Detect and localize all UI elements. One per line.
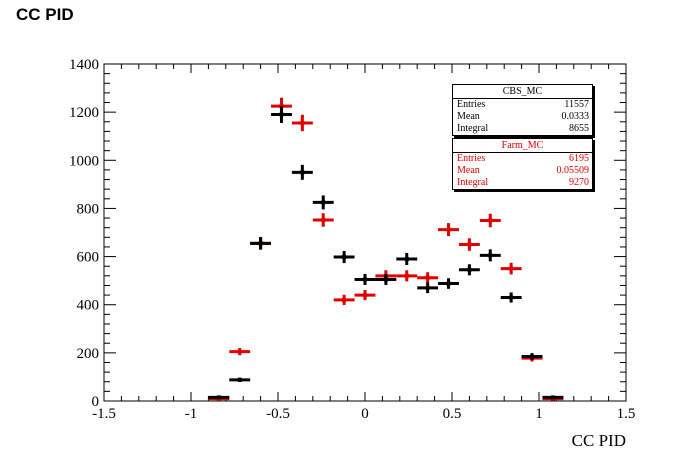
stats-label: Mean bbox=[457, 111, 480, 122]
data-point bbox=[417, 272, 439, 284]
stats-box-title: Farm_MC bbox=[453, 139, 592, 153]
marker bbox=[550, 395, 555, 400]
data-point bbox=[500, 262, 522, 275]
stats-value: 6195 bbox=[569, 153, 589, 164]
marker bbox=[237, 349, 242, 354]
chart-axes: -1.5 -1 -0.5 0 0.5 1 1.5 0 200 400 600 800 1000 1200 1… bbox=[69, 57, 635, 422]
marker bbox=[363, 293, 367, 298]
marker bbox=[321, 217, 326, 222]
data-point bbox=[291, 164, 313, 180]
stats-value: 11557 bbox=[564, 99, 589, 110]
data-point bbox=[375, 273, 397, 285]
data-point bbox=[417, 282, 439, 294]
x-tick-label: -1.5 bbox=[92, 406, 116, 422]
data-point bbox=[354, 273, 376, 285]
marker bbox=[258, 241, 263, 246]
marker bbox=[467, 242, 472, 247]
data-point bbox=[333, 294, 355, 305]
stats-label: Mean bbox=[457, 165, 480, 176]
stats-box-title: CBS_MC bbox=[453, 85, 592, 99]
data-point bbox=[479, 249, 501, 262]
y-tick-label: 400 bbox=[77, 298, 100, 314]
data-point bbox=[333, 251, 355, 264]
data-point bbox=[479, 213, 501, 228]
stats-row-integral: Integral 8655 bbox=[453, 123, 592, 135]
data-point bbox=[500, 292, 522, 303]
stats-label: Entries bbox=[457, 99, 486, 110]
marker bbox=[488, 253, 493, 258]
stats-row-entries: Entries 11557 bbox=[453, 99, 592, 111]
stats-row-entries: Entries 6195 bbox=[453, 153, 592, 165]
data-point bbox=[312, 195, 334, 210]
marker bbox=[363, 277, 367, 282]
data-point bbox=[438, 223, 459, 237]
marker bbox=[383, 277, 388, 282]
stats-box-cbs: CBS_MC Entries 11557 Mean 0.0333 Integra… bbox=[452, 84, 593, 136]
data-point bbox=[458, 238, 480, 251]
stats-row-integral: Integral 9270 bbox=[453, 177, 592, 189]
data-point bbox=[396, 252, 418, 265]
marker bbox=[321, 200, 326, 205]
marker bbox=[467, 267, 472, 272]
marker bbox=[530, 354, 535, 359]
stats-box-farm: Farm_MC Entries 6195 Mean 0.05509 Integr… bbox=[452, 138, 593, 190]
marker bbox=[404, 256, 409, 261]
data-point bbox=[291, 114, 313, 132]
stats-value: 9270 bbox=[569, 177, 589, 188]
stats-value: 0.0333 bbox=[561, 111, 590, 122]
marker bbox=[509, 266, 514, 271]
marker bbox=[342, 255, 347, 260]
data-point bbox=[354, 290, 376, 301]
x-tick-label: 0 bbox=[361, 406, 369, 422]
y-tick-label: 1400 bbox=[69, 57, 99, 73]
y-tick-label: 600 bbox=[77, 250, 100, 266]
data-point bbox=[271, 106, 292, 123]
marker bbox=[488, 218, 493, 223]
data-point bbox=[438, 278, 459, 289]
marker bbox=[216, 395, 221, 400]
y-tick-label: 1200 bbox=[69, 105, 99, 121]
stats-row-mean: Mean 0.0333 bbox=[453, 111, 592, 123]
stats-row-mean: Mean 0.05509 bbox=[453, 165, 592, 177]
data-point bbox=[229, 377, 251, 382]
marker bbox=[446, 227, 451, 232]
stats-label: Entries bbox=[457, 153, 486, 164]
x-axis-label: CC PID bbox=[572, 431, 626, 450]
y-tick-label: 1000 bbox=[69, 153, 99, 169]
x-tick-label: 1 bbox=[535, 406, 543, 422]
stats-value: 0.05509 bbox=[556, 165, 590, 176]
y-tick-label: 800 bbox=[77, 201, 100, 217]
data-point bbox=[458, 264, 480, 276]
stats-label: Integral bbox=[457, 177, 489, 188]
marker bbox=[342, 297, 347, 302]
data-point bbox=[521, 353, 543, 360]
marker bbox=[446, 281, 451, 286]
marker bbox=[425, 275, 430, 280]
x-tick-label: -1 bbox=[185, 406, 198, 422]
marker bbox=[509, 295, 514, 300]
x-tick-label: 0.5 bbox=[443, 406, 462, 422]
x-tick-label: 1.5 bbox=[617, 406, 636, 422]
data-point bbox=[312, 213, 334, 227]
marker bbox=[404, 273, 409, 278]
series-layer bbox=[208, 97, 564, 401]
marker bbox=[279, 112, 284, 117]
data-point bbox=[208, 395, 230, 400]
data-point bbox=[250, 237, 272, 250]
marker bbox=[300, 170, 305, 175]
marker bbox=[300, 120, 305, 125]
series-cbs-mc bbox=[208, 106, 564, 400]
stats-label: Integral bbox=[457, 123, 489, 134]
x-tick-label: -0.5 bbox=[266, 406, 290, 422]
marker bbox=[425, 285, 430, 290]
data-point bbox=[229, 348, 251, 356]
page-title: CC PID bbox=[16, 5, 74, 24]
y-tick-label: 0 bbox=[92, 394, 100, 410]
data-point bbox=[396, 270, 418, 282]
stats-value: 8655 bbox=[569, 123, 589, 134]
data-point bbox=[542, 395, 564, 400]
y-tick-label: 200 bbox=[77, 346, 100, 362]
marker bbox=[237, 377, 242, 382]
